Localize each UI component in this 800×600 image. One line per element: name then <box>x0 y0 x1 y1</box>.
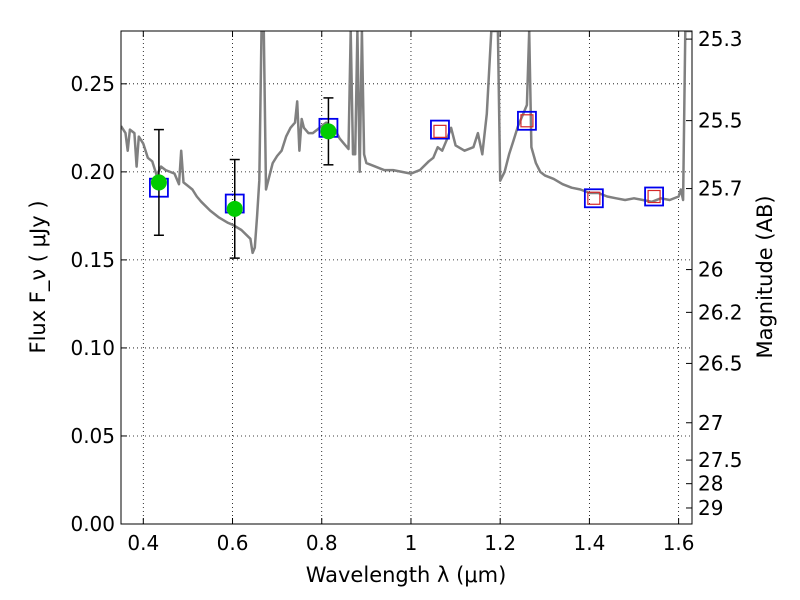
observed-flux-point <box>320 123 337 140</box>
x-tick-label: 0.6 <box>217 531 249 555</box>
model-spectrum-line <box>121 31 692 255</box>
x-tick-label: 0.8 <box>306 531 338 555</box>
observed-flux-open-marker <box>587 191 601 205</box>
observed-flux-open-marker <box>520 114 534 128</box>
x-tick-label: 1.4 <box>573 531 605 555</box>
magnitude-tick-label: 29 <box>698 496 723 520</box>
magnitude-tick-label: 26.5 <box>698 351 743 375</box>
y2-axis-label: Magnitude (AB) <box>753 195 777 358</box>
model-photometry-marker <box>430 119 450 140</box>
magnitude-tick-label: 28 <box>698 472 723 496</box>
y-tick-label: 0.15 <box>70 248 115 272</box>
magnitude-tick-label: 27 <box>698 411 723 435</box>
magnitude-tick-label: 25.3 <box>698 27 743 51</box>
magnitude-tick-label: 26 <box>698 258 723 282</box>
model-photometry-marker <box>644 186 664 207</box>
x-tick-label: 1 <box>405 531 418 555</box>
x-tick-label: 0.4 <box>127 531 159 555</box>
observed-flux-point <box>150 174 167 191</box>
plot-frame <box>120 30 693 525</box>
y-tick-label: 0.00 <box>70 512 115 536</box>
magnitude-tick-label: 25.5 <box>698 109 743 133</box>
x-tick-label: 1.2 <box>484 531 516 555</box>
magnitude-tick-label: 26.2 <box>698 300 743 324</box>
model-photometry-marker <box>583 188 604 209</box>
plot-background <box>121 31 692 524</box>
model-photometry-marker <box>517 110 537 131</box>
y-tick-label: 0.25 <box>70 72 115 96</box>
y-tick-label: 0.20 <box>70 160 115 184</box>
ticks: 0.4 0.6 0.8 1 1.2 1.4 1.6 0.00 0.05 0.10 0.15 0.20 0… <box>70 27 742 555</box>
observed-flux-point <box>226 200 243 217</box>
magnitude-tick-label: 25.7 <box>698 177 743 201</box>
observed-flux-open-marker <box>647 189 661 204</box>
y-tick-label: 0.05 <box>70 424 115 448</box>
observed-flux-open-marker <box>433 124 447 138</box>
y-axis-label: Flux F_ν ( μJy ) <box>26 200 51 353</box>
x-tick-label: 1.6 <box>663 531 695 555</box>
data-layer <box>121 31 692 259</box>
magnitude-tick-label: 27.5 <box>698 448 743 472</box>
y-tick-label: 0.10 <box>70 336 115 360</box>
x-axis-label: Wavelength λ (μm) <box>306 563 507 587</box>
